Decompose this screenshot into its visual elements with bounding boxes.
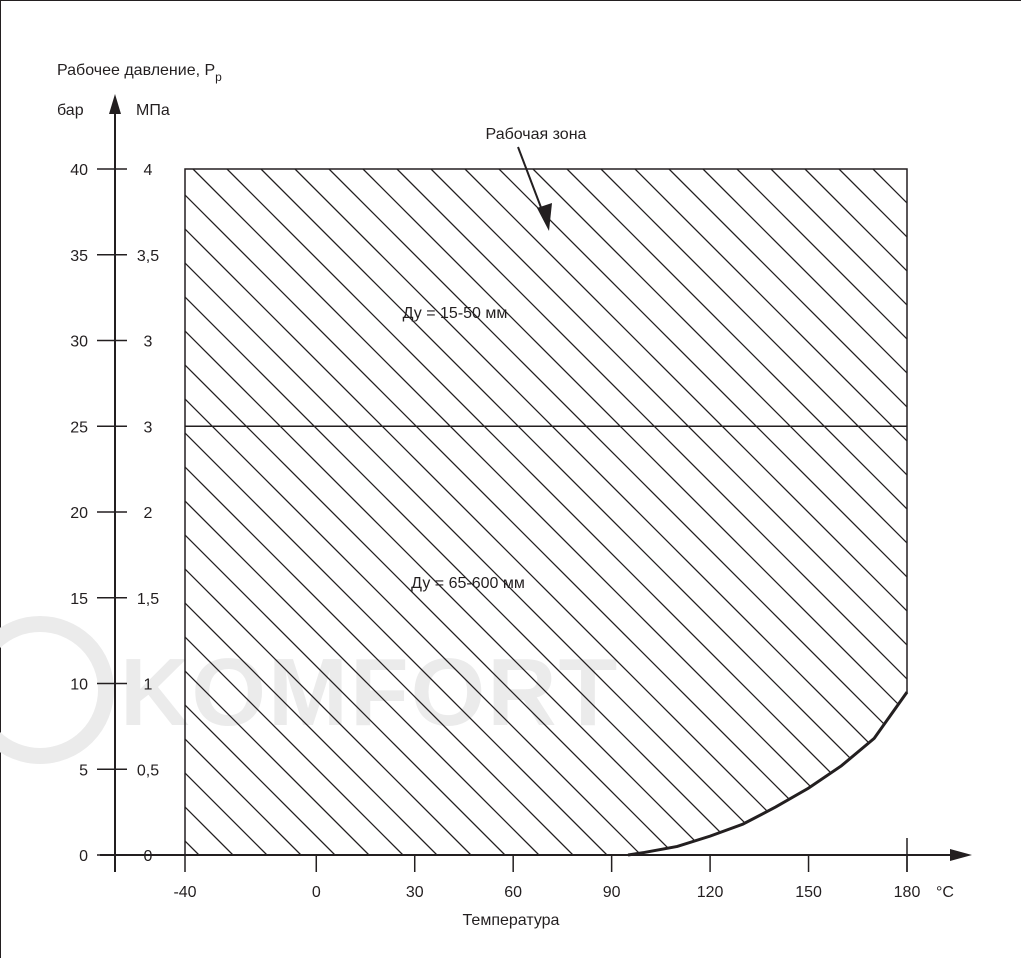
hatch-line (804, 169, 907, 855)
hatch-line (185, 169, 336, 855)
y-tick-label-mpa: 0 (144, 848, 153, 865)
zone-annotation-arrowhead (537, 203, 552, 231)
x-axis-arrow (950, 849, 972, 861)
watermark-text: KOMFORT (120, 639, 619, 746)
hatch-line (192, 169, 880, 855)
y-tick-label-bar: 30 (70, 334, 88, 351)
watermark: KOMFORT (0, 616, 619, 764)
hatch-line (185, 169, 472, 855)
y-tick-label-bar: 15 (70, 591, 88, 608)
hatch-line (600, 169, 907, 855)
y-tick-label-mpa: 1 (144, 677, 153, 694)
hatch-line (185, 169, 778, 855)
y-tick-label-mpa: 3 (144, 334, 153, 351)
hatch-line (464, 169, 907, 855)
x-tick-label: 180 (894, 884, 921, 901)
x-tick-label: 30 (406, 884, 424, 901)
hatch-line (185, 169, 540, 855)
hatch-line (185, 169, 608, 855)
hatch-line (430, 169, 907, 855)
y-axis-title-subscript: р (215, 70, 222, 84)
x-axis-title: Температура (463, 912, 560, 929)
y-tick-label-bar: 35 (70, 248, 88, 265)
y-tick-label-mpa: 1,5 (137, 591, 159, 608)
y-tick-label-bar: 20 (70, 505, 88, 522)
x-tick-label: 90 (603, 884, 621, 901)
x-tick-label: 0 (312, 884, 321, 901)
series-label-15-50: Ду = 15-50 мм (403, 305, 508, 322)
hatch-line (185, 169, 404, 855)
watermark-ring (0, 616, 114, 764)
hatch-line (498, 169, 907, 855)
hatch-line (185, 169, 676, 855)
y-axis-title-main: Рабочее давление, P (57, 62, 215, 79)
hatch-line (185, 169, 812, 855)
y-tick-label-bar: 10 (70, 677, 88, 694)
y-tick-label-mpa: 3,5 (137, 248, 159, 265)
working-zone-hatch (185, 169, 907, 855)
x-tick-label: 120 (697, 884, 724, 901)
hatch-line (736, 169, 907, 855)
hatch-line (906, 169, 907, 855)
y-tick-label-mpa: 4 (144, 162, 153, 179)
x-tick-label: 150 (795, 884, 822, 901)
hatch-line (872, 169, 907, 855)
hatch-line (185, 169, 744, 855)
y-tick-label-bar: 5 (79, 762, 88, 779)
hatch-line (362, 169, 907, 855)
y-tick-label-bar: 40 (70, 162, 88, 179)
y-unit-mpa: МПа (136, 102, 170, 119)
hatch-line (396, 169, 907, 855)
hatch-line (702, 169, 907, 855)
zone-annotation: Рабочая зона (486, 126, 587, 143)
boundary-curve (627, 691, 909, 857)
x-tick-label: -40 (173, 884, 196, 901)
hatch-line (668, 169, 907, 855)
y-tick-label-bar: 25 (70, 419, 88, 436)
hatch-line (260, 169, 907, 855)
working-zone-outline (184, 168, 908, 856)
y-axis-arrow (109, 94, 121, 114)
hatch-line (185, 169, 302, 855)
hatch-line (532, 169, 907, 855)
hatch-line (185, 169, 710, 855)
y-ticks: 0 0 5 0,5 10 1 15 1,5 20 2 25 3 30 3 35 3,5 40 4 (70, 162, 159, 865)
hatch-line (566, 169, 907, 855)
hatch-line (185, 169, 846, 855)
hatch-line (328, 169, 907, 855)
series-label-65-600: Ду = 65-600 мм (411, 575, 525, 592)
hatch-line (294, 169, 907, 855)
hatch-line (185, 169, 642, 855)
hatch-line (770, 169, 907, 855)
x-ticks: -40 0 30 60 90 120 150 180 (173, 838, 920, 901)
y-unit-bar: бар (57, 102, 84, 119)
hatch-line (838, 169, 907, 855)
hatch-line (634, 169, 907, 855)
zone-annotation-arrow-line (517, 146, 546, 219)
hatch-line (185, 169, 574, 855)
hatch-line (185, 169, 370, 855)
x-axis-unit: °C (936, 884, 954, 901)
x-tick-label: 60 (504, 884, 522, 901)
y-tick-label-mpa: 3 (144, 419, 153, 436)
y-axis-title: Рабочее давление, Pр (57, 62, 222, 84)
y-tick-label-mpa: 2 (144, 505, 153, 522)
hatch-line (185, 169, 438, 855)
hatch-line (185, 169, 506, 855)
y-tick-label-mpa: 0,5 (137, 762, 159, 779)
y-tick-label-bar: 0 (79, 848, 88, 865)
hatch-line (226, 169, 907, 855)
